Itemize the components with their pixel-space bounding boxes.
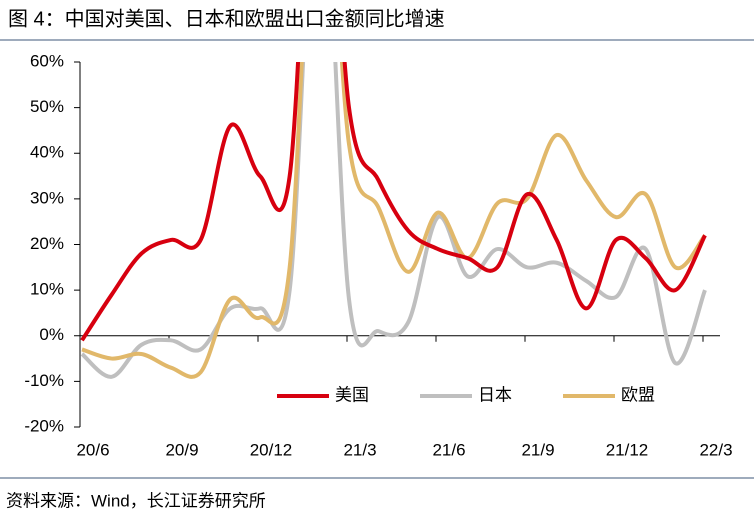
series-line — [80, 62, 707, 342]
x-tick-label: 20/9 — [165, 440, 198, 459]
y-tick-label: 10% — [30, 280, 64, 299]
y-tick-label: -10% — [24, 371, 64, 390]
x-tick-label: 20/12 — [250, 440, 293, 459]
x-tick-label: 21/3 — [343, 440, 376, 459]
x-tick-label: 21/12 — [606, 440, 649, 459]
legend-label: 欧盟 — [621, 385, 655, 404]
y-tick-label: -20% — [24, 416, 64, 435]
y-tick-label: 30% — [30, 188, 64, 207]
y-tick-label: 60% — [30, 51, 64, 70]
y-tick-label: 20% — [30, 234, 64, 253]
x-tick-label: 21/9 — [521, 440, 554, 459]
legend-label: 日本 — [478, 385, 512, 404]
x-tick-label: 22/3 — [699, 440, 732, 459]
y-tick-label: 40% — [30, 143, 64, 162]
y-tick-label: 50% — [30, 97, 64, 116]
series-line — [81, 62, 707, 379]
y-tick-label: 0% — [39, 325, 64, 344]
x-tick-label: 21/6 — [432, 440, 465, 459]
plot-area — [80, 62, 707, 379]
x-tick-label: 20/6 — [76, 440, 109, 459]
series-line — [80, 62, 707, 379]
legend-label: 美国 — [335, 385, 369, 404]
chart-title: 图 4：中国对美国、日本和欧盟出口金额同比增速 — [8, 7, 445, 30]
source: 资料来源：Wind，长江证券研究所 — [6, 491, 266, 510]
